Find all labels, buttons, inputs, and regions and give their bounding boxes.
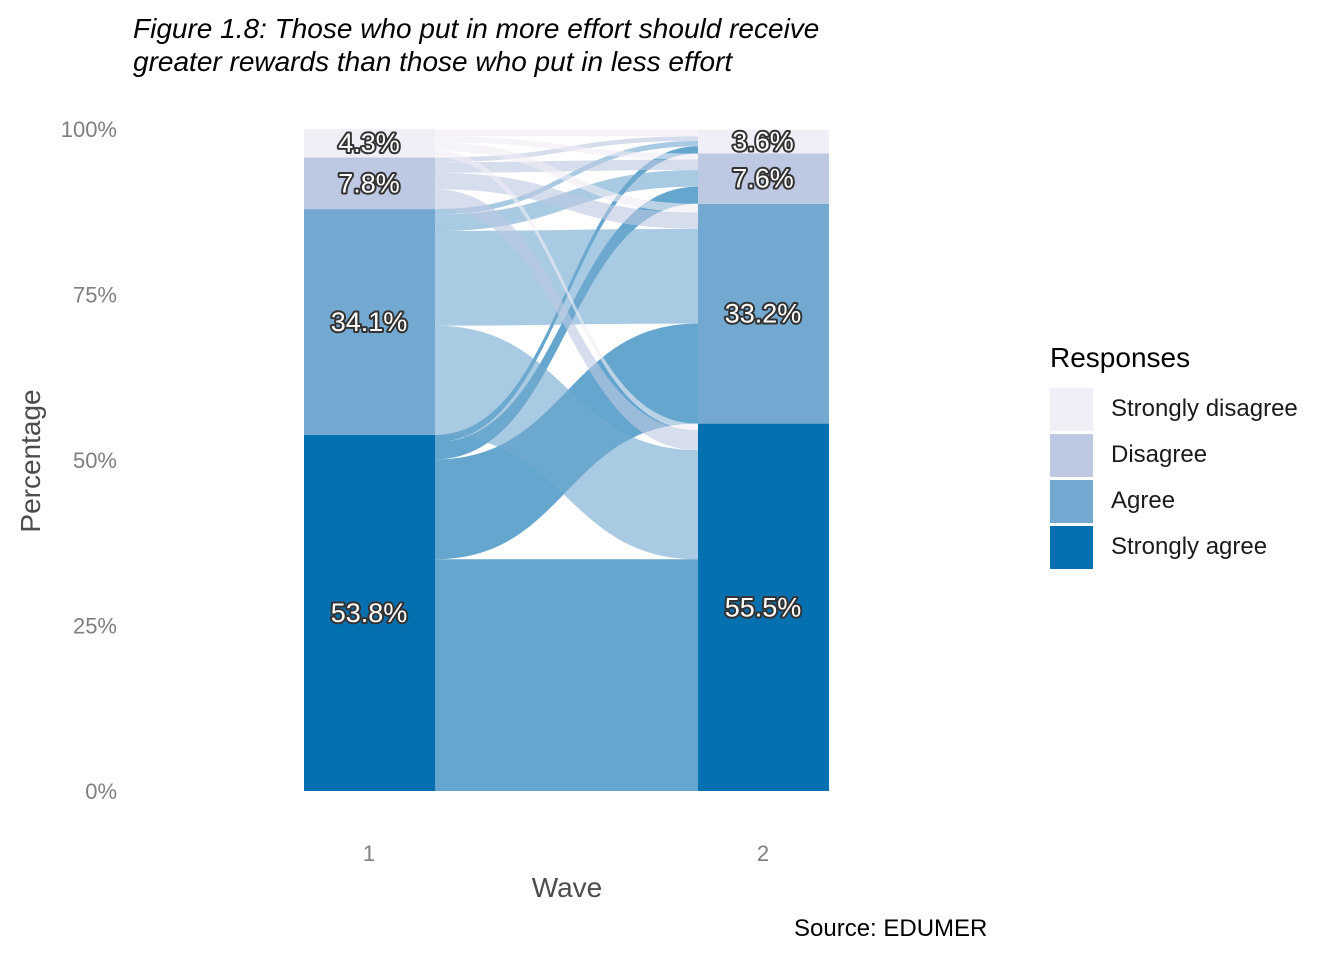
legend-label: Disagree xyxy=(1111,441,1208,468)
y-tick-label: 25% xyxy=(73,614,117,639)
y-tick-label: 75% xyxy=(73,283,117,308)
x-tick-label: 2 xyxy=(757,841,769,866)
legend-key-disagree xyxy=(1050,433,1093,477)
legend-item-disagree: Disagree xyxy=(1050,432,1298,478)
flow-disagree-to-strongly-agree xyxy=(435,189,698,451)
bar-wave2-disagree xyxy=(698,153,829,204)
chart-title-line-2: greater rewards than those who put in le… xyxy=(133,46,733,77)
legend-label: Strongly disagree xyxy=(1111,395,1298,422)
bar-wave1-strongly-disagree xyxy=(304,129,435,158)
source-note: Source: EDUMER xyxy=(794,915,988,942)
y-tick-label: 100% xyxy=(61,117,117,142)
flow-disagree-to-disagree xyxy=(435,159,698,173)
flow-disagree-to-agree xyxy=(435,172,698,229)
bar-wave2-strongly-agree xyxy=(698,423,829,791)
bar-wave1-strongly-agree xyxy=(304,434,435,791)
chart-title: Figure 1.8: Those who put in more effort… xyxy=(133,12,819,78)
legend-item-strongly-disagree: Strongly disagree xyxy=(1050,386,1298,432)
legend-key-strongly-disagree xyxy=(1050,387,1093,431)
x-axis-title: Wave xyxy=(532,872,603,903)
flow-strongly-disagree-to-agree xyxy=(435,142,698,213)
legend: Responses Strongly disagree Disagree Agr… xyxy=(1050,342,1298,570)
bar-wave1-agree xyxy=(304,209,435,435)
data-label-wave2-strongly-agree: 55.5% xyxy=(725,592,802,622)
data-label-wave1-agree: 34.1% xyxy=(331,307,408,337)
flow-agree-to-agree xyxy=(435,228,698,326)
flow-strongly-disagree-to-disagree xyxy=(435,136,698,160)
legend-key-strongly-agree xyxy=(1050,525,1093,569)
legend-label: Strongly agree xyxy=(1111,533,1268,560)
x-tick-label: 1 xyxy=(363,841,375,866)
y-tick-label: 0% xyxy=(85,779,117,804)
y-axis-title: Percentage xyxy=(15,389,46,532)
flows xyxy=(435,129,698,791)
bar-wave2-agree xyxy=(698,203,829,424)
data-label-wave1-strongly-disagree: 4.3% xyxy=(338,128,400,158)
flow-strongly-agree-to-strongly-agree xyxy=(435,559,698,791)
flow-agree-to-strongly-agree xyxy=(435,325,698,560)
legend-item-agree: Agree xyxy=(1050,478,1298,524)
bar-wave1-disagree xyxy=(304,157,435,210)
data-label-wave1-disagree: 7.8% xyxy=(338,168,400,198)
legend-label: Agree xyxy=(1111,487,1176,514)
chart-title-line-1: Figure 1.8: Those who put in more effort… xyxy=(133,13,820,44)
legend-title: Responses xyxy=(1050,342,1191,373)
flow-strongly-disagree-to-strongly-disagree xyxy=(435,129,698,137)
data-label-wave1-strongly-agree: 53.8% xyxy=(331,598,408,628)
data-label-wave2-agree: 33.2% xyxy=(725,299,802,329)
data-label-wave2-strongly-disagree: 3.6% xyxy=(732,127,794,157)
legend-key-agree xyxy=(1050,479,1093,523)
flow-strongly-disagree-to-strongly-agree xyxy=(435,150,698,431)
data-label-wave2-disagree: 7.6% xyxy=(732,164,794,194)
bar-wave2-strongly-disagree xyxy=(698,129,829,154)
y-tick-label: 50% xyxy=(73,448,117,473)
legend-item-strongly-agree: Strongly agree xyxy=(1050,524,1298,570)
